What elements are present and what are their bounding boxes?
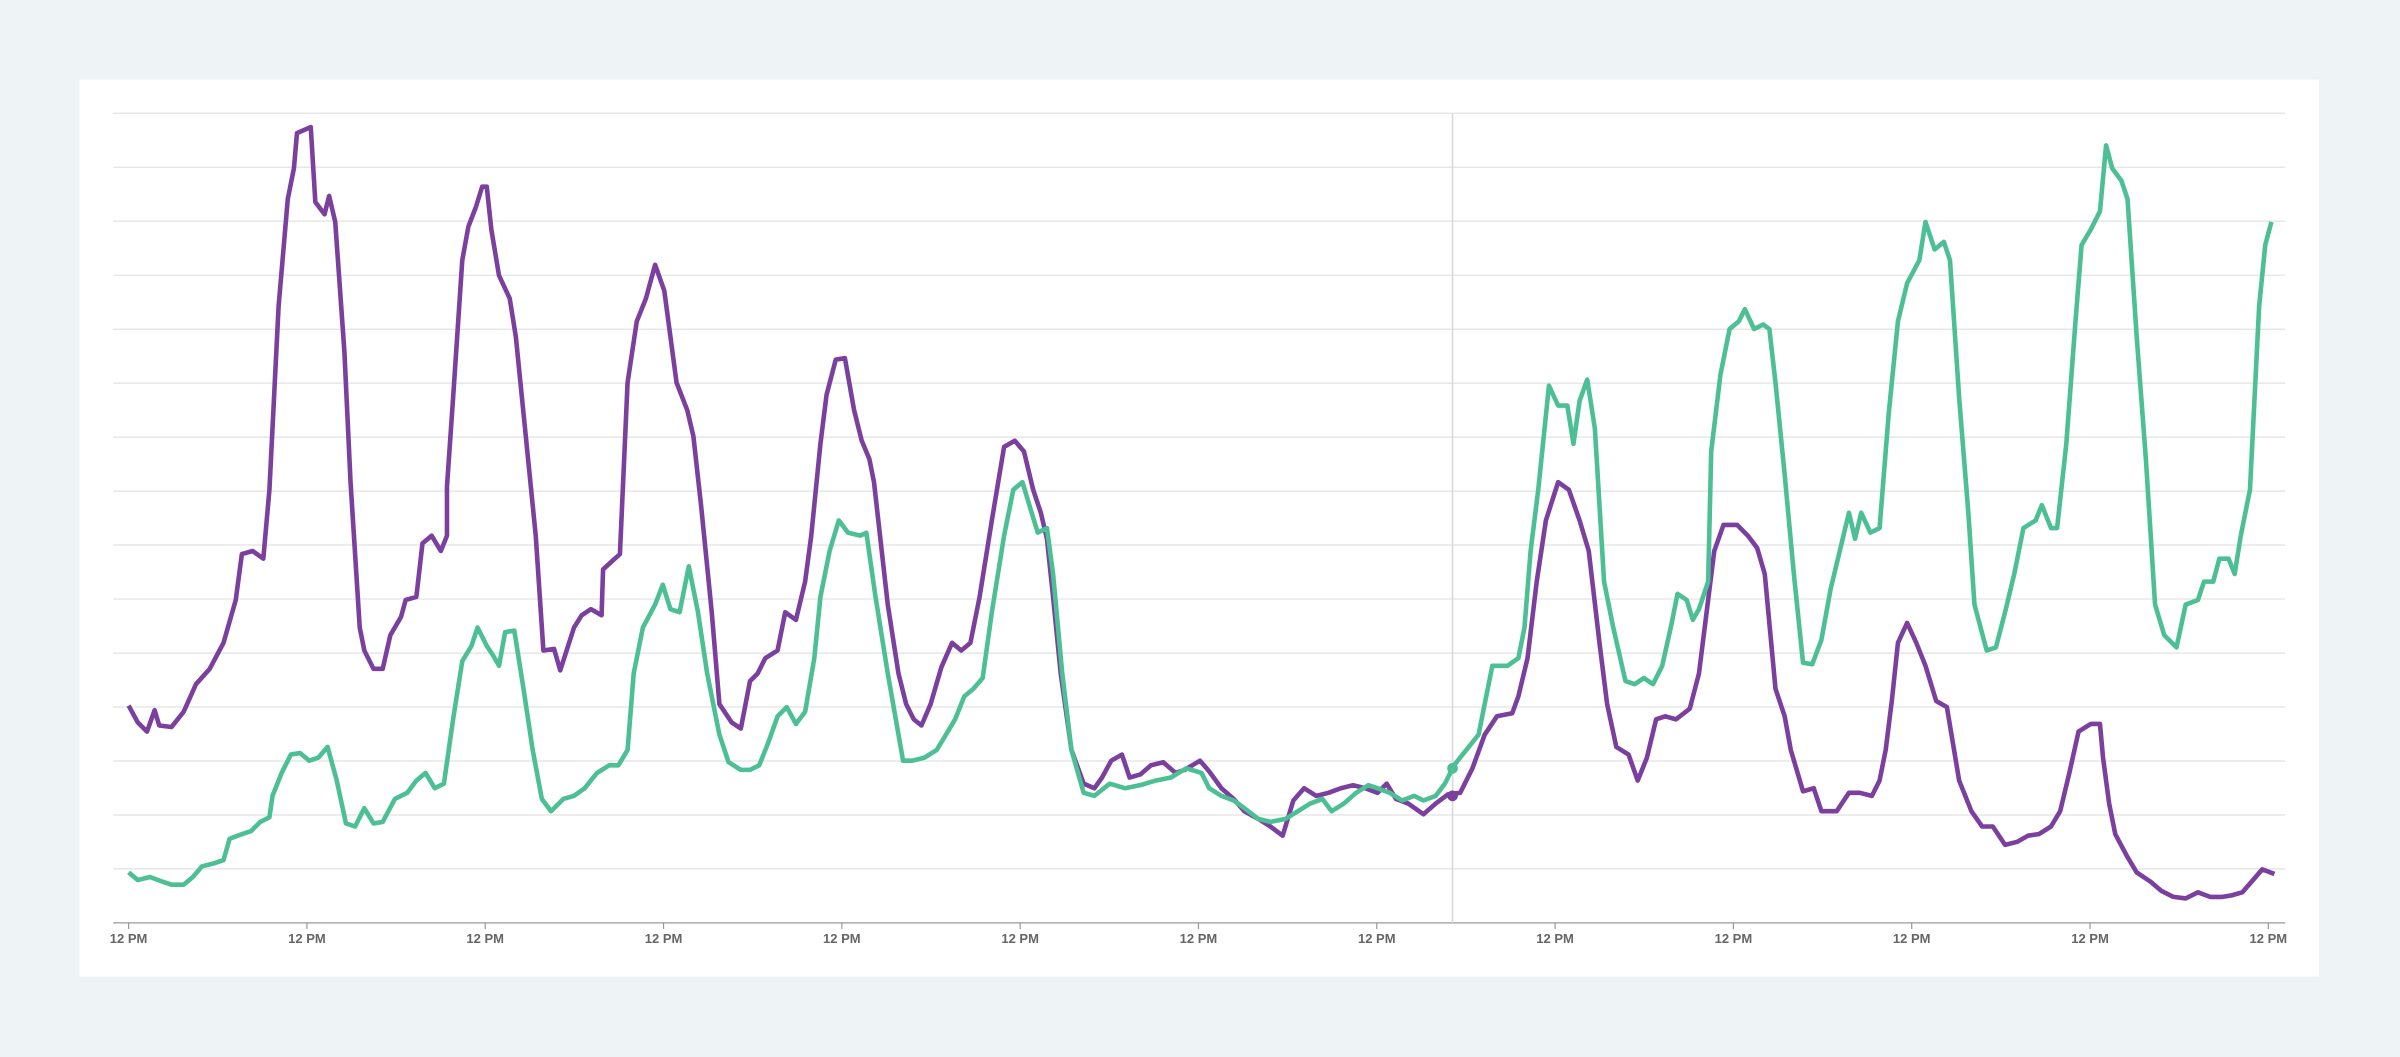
x-axis: 12 PM 12 PM 12 PM 12 PM 12 PM 12 PM 12 PM 12 PM… — [110, 922, 2288, 946]
x-tick-label: 12 PM — [1893, 931, 1931, 946]
x-tick-label: 12 PM — [110, 931, 148, 946]
hover-dot — [1447, 762, 1458, 774]
x-tick-label: 12 PM — [1001, 931, 1039, 946]
x-tick-label: 12 PM — [2071, 931, 2109, 946]
x-tick-label: 12 PM — [1715, 931, 1753, 946]
x-tick-label: 12 PM — [466, 931, 504, 946]
x-tick-label: 12 PM — [2250, 931, 2288, 946]
x-tick-label: 12 PM — [1358, 931, 1396, 946]
x-tick-label: 12 PM — [288, 931, 326, 946]
x-tick-label: 12 PM — [1536, 931, 1574, 946]
x-tick-label: 12 PM — [1180, 931, 1218, 946]
lines — [126, 124, 2276, 901]
hover-dot — [1447, 790, 1458, 802]
x-tick-label: 12 PM — [645, 931, 683, 946]
series-line — [127, 143, 2274, 887]
panel — [79, 79, 2319, 977]
series-line — [126, 124, 2276, 901]
grid — [113, 112, 2286, 924]
x-tick-label: 12 PM — [823, 931, 861, 946]
